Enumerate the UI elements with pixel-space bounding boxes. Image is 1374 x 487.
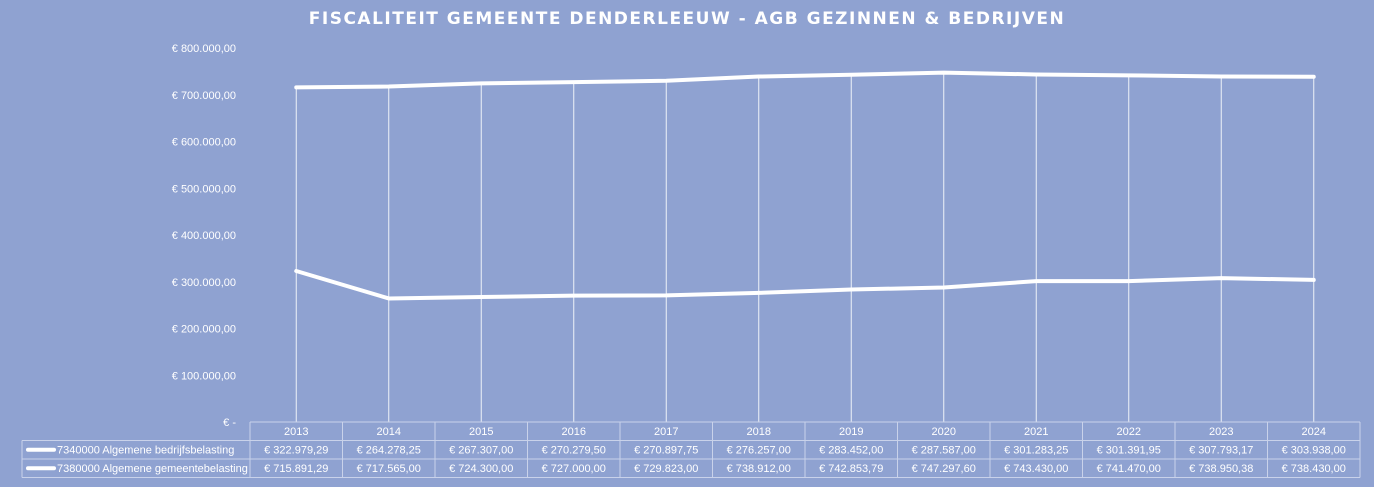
x-tick-label: 2013 bbox=[284, 426, 308, 438]
x-tick-label: 2021 bbox=[1024, 426, 1048, 438]
data-label: € 264.278,25 bbox=[357, 445, 421, 457]
y-tick-label: € 800.000,00 bbox=[172, 43, 236, 55]
legend-label: 7340000 Algemene bedrijfsbelasting bbox=[57, 445, 234, 457]
data-label: € 738.912,00 bbox=[727, 463, 791, 475]
data-label: € 742.853,79 bbox=[819, 463, 883, 475]
data-label: € 743.430,00 bbox=[1004, 463, 1068, 475]
data-label: € 301.391,95 bbox=[1097, 445, 1161, 457]
data-label: € 724.300,00 bbox=[449, 463, 513, 475]
x-tick-label: 2023 bbox=[1209, 426, 1233, 438]
data-label: € 717.565,00 bbox=[357, 463, 421, 475]
y-tick-label: € 600.000,00 bbox=[172, 137, 236, 149]
y-tick-label: € 100.000,00 bbox=[172, 370, 236, 382]
data-label: € 267.307,00 bbox=[449, 445, 513, 457]
data-label: € 270.897,75 bbox=[634, 445, 698, 457]
data-label: € 729.823,00 bbox=[634, 463, 698, 475]
data-label: € 287.587,00 bbox=[912, 445, 976, 457]
series-line-1 bbox=[294, 269, 1316, 301]
data-label: € 322.979,29 bbox=[264, 445, 328, 457]
y-tick-label: € 200.000,00 bbox=[172, 324, 236, 336]
data-label: € 283.452,00 bbox=[819, 445, 883, 457]
data-label: € 727.000,00 bbox=[542, 463, 606, 475]
x-tick-label: 2014 bbox=[377, 426, 401, 438]
data-label: € 307.793,17 bbox=[1189, 445, 1253, 457]
y-tick-label: € - bbox=[223, 417, 236, 429]
chart-title: FISCALITEIT GEMEENTE DENDERLEEUW - AGB G… bbox=[308, 9, 1066, 29]
y-tick-label: € 400.000,00 bbox=[172, 230, 236, 242]
data-label: € 270.279,50 bbox=[542, 445, 606, 457]
data-label: € 747.297,60 bbox=[912, 463, 976, 475]
data-label: € 276.257,00 bbox=[727, 445, 791, 457]
data-label: € 738.950,38 bbox=[1189, 463, 1253, 475]
series-line-2 bbox=[294, 70, 1316, 90]
x-tick-label: 2022 bbox=[1117, 426, 1141, 438]
x-tick-label: 2015 bbox=[469, 426, 493, 438]
data-label: € 301.283,25 bbox=[1004, 445, 1068, 457]
x-tick-label: 2019 bbox=[839, 426, 863, 438]
legend-label: 7380000 Algemene gemeentebelasting bbox=[57, 463, 248, 475]
gridlines bbox=[295, 72, 1315, 422]
data-label: € 715.891,29 bbox=[264, 463, 328, 475]
x-tick-label: 2018 bbox=[747, 426, 771, 438]
y-tick-label: € 500.000,00 bbox=[172, 183, 236, 195]
x-tick-label: 2020 bbox=[932, 426, 956, 438]
data-label: € 738.430,00 bbox=[1282, 463, 1346, 475]
y-axis: € - € 100.000,00 € 200.000,00 € 300.000,00 €… bbox=[172, 43, 237, 429]
x-tick-label: 2024 bbox=[1302, 426, 1326, 438]
y-tick-label: € 700.000,00 bbox=[172, 90, 236, 102]
x-tick-label: 2017 bbox=[654, 426, 678, 438]
data-label: € 741.470,00 bbox=[1097, 463, 1161, 475]
data-table: 2013 2014 2015 2016 2017 2018 2019 2020 2021 2022… bbox=[21, 421, 1361, 478]
x-tick-label: 2016 bbox=[562, 426, 586, 438]
data-label: € 303.938,00 bbox=[1282, 445, 1346, 457]
y-tick-label: € 300.000,00 bbox=[172, 277, 236, 289]
